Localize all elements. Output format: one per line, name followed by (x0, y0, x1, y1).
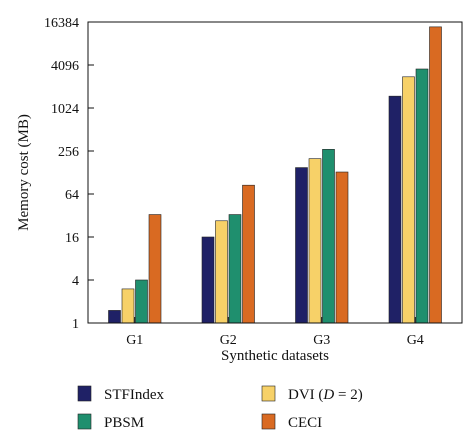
y-tick-label: 64 (65, 188, 79, 203)
y-tick-label: 16384 (44, 16, 79, 31)
legend-swatch (77, 413, 92, 430)
bar-g4-stfindex (388, 95, 402, 324)
bar-g2-pbsm (228, 214, 242, 324)
y-tick-label: 4096 (51, 59, 79, 74)
plot-frame (87, 21, 463, 324)
axis-ticks (88, 21, 416, 324)
legend-label: CECI (288, 415, 322, 431)
bar-g1-stfindex (108, 310, 121, 324)
bar-g4-ceci (429, 26, 442, 324)
bars (108, 26, 442, 324)
bar-g1-pbsm (135, 279, 148, 324)
bar-g3-pbsm (322, 149, 335, 324)
legend-swatch (261, 385, 276, 402)
legend-label: PBSM (104, 415, 144, 431)
y-tick-label: 1024 (51, 102, 79, 117)
bar-g2-ceci (242, 184, 255, 324)
x-tick-labels: G1 G2 G3 G4 (126, 333, 424, 348)
legend-label: STFIndex (104, 387, 165, 403)
x-tick-label: G3 (313, 333, 330, 348)
bar-g4-pbsm (415, 68, 429, 324)
legend-swatch (77, 385, 92, 402)
bar-g3-ceci (335, 171, 349, 324)
bar-g3-stfindex (295, 167, 308, 324)
y-tick-label: 16 (65, 231, 79, 246)
bar-g2-stfindex (201, 236, 215, 324)
legend-swatch (261, 413, 276, 430)
legend: STFIndex DVI (D = 2) PBSM CECI (77, 385, 363, 431)
y-tick-label: 4 (72, 274, 79, 289)
bar-g1-dvi-d-2 (121, 288, 135, 324)
bar-g4-dvi-d-2 (402, 76, 415, 324)
x-tick-label: G1 (126, 333, 143, 348)
y-tick-label: 1 (72, 317, 79, 332)
y-tick-labels: 1 4 16 64 256 1024 4096 16384 (44, 16, 79, 332)
bar-g1-ceci (148, 214, 162, 324)
y-tick-label: 256 (58, 145, 79, 160)
x-axis-title: Synthetic datasets (221, 348, 329, 364)
y-axis-title: Memory cost (MB) (16, 114, 32, 231)
x-tick-label: G2 (220, 333, 237, 348)
bar-g3-dvi-d-2 (308, 158, 322, 324)
x-tick-label: G4 (407, 333, 424, 348)
bar-g2-dvi-d-2 (215, 220, 228, 324)
legend-label: DVI (D = 2) (288, 387, 363, 403)
